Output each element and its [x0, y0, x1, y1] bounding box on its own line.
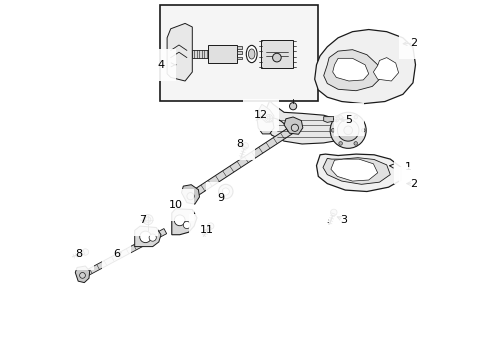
Circle shape	[142, 215, 153, 225]
Polygon shape	[81, 229, 166, 278]
Circle shape	[80, 273, 85, 278]
Polygon shape	[75, 266, 89, 283]
Polygon shape	[181, 185, 199, 204]
Text: 11: 11	[199, 225, 213, 235]
Polygon shape	[332, 58, 368, 81]
Circle shape	[353, 116, 357, 119]
Polygon shape	[257, 112, 273, 134]
Polygon shape	[171, 209, 197, 235]
Circle shape	[174, 215, 185, 226]
Circle shape	[338, 116, 342, 119]
Polygon shape	[237, 51, 241, 54]
Polygon shape	[258, 104, 273, 122]
Circle shape	[338, 141, 342, 145]
Text: 10: 10	[169, 200, 183, 210]
Circle shape	[330, 209, 336, 216]
Text: 2: 2	[402, 38, 416, 48]
Circle shape	[183, 221, 190, 229]
Circle shape	[361, 129, 365, 132]
Polygon shape	[260, 40, 292, 68]
Polygon shape	[208, 45, 237, 63]
Circle shape	[207, 223, 213, 229]
Polygon shape	[323, 50, 381, 91]
Circle shape	[186, 193, 194, 200]
Text: 8: 8	[236, 139, 243, 149]
Circle shape	[82, 249, 88, 255]
Text: 12: 12	[253, 110, 267, 120]
Circle shape	[333, 116, 339, 122]
Polygon shape	[284, 117, 302, 134]
Circle shape	[272, 53, 281, 62]
Circle shape	[145, 217, 150, 222]
Polygon shape	[322, 158, 389, 184]
Text: 4: 4	[157, 60, 175, 70]
Circle shape	[266, 116, 270, 120]
Circle shape	[353, 141, 357, 145]
Text: 2: 2	[406, 179, 416, 189]
Polygon shape	[134, 226, 161, 247]
Polygon shape	[330, 159, 377, 181]
Circle shape	[337, 120, 358, 141]
Circle shape	[289, 103, 296, 110]
Text: 8: 8	[75, 249, 82, 259]
Circle shape	[343, 126, 352, 135]
Polygon shape	[264, 101, 343, 144]
Text: 9: 9	[217, 193, 224, 203]
Polygon shape	[314, 30, 415, 104]
Text: 3: 3	[337, 215, 346, 225]
Polygon shape	[323, 117, 336, 122]
Text: 1: 1	[389, 162, 411, 172]
Circle shape	[242, 143, 248, 149]
Circle shape	[329, 112, 366, 148]
Circle shape	[265, 114, 272, 122]
Ellipse shape	[246, 45, 257, 63]
Circle shape	[149, 234, 156, 241]
Text: 7: 7	[139, 215, 146, 225]
Circle shape	[218, 184, 232, 199]
Polygon shape	[192, 50, 208, 58]
Polygon shape	[237, 57, 241, 59]
Bar	[160, 5, 318, 101]
Circle shape	[330, 129, 334, 132]
Polygon shape	[188, 125, 296, 199]
Circle shape	[291, 124, 298, 131]
Polygon shape	[373, 58, 398, 81]
Polygon shape	[237, 46, 241, 49]
Ellipse shape	[248, 49, 254, 59]
Circle shape	[222, 188, 229, 195]
Polygon shape	[167, 23, 192, 81]
Text: 5: 5	[340, 114, 352, 125]
Text: 6: 6	[113, 249, 121, 259]
Circle shape	[140, 231, 151, 243]
Polygon shape	[316, 154, 400, 192]
Circle shape	[334, 117, 337, 120]
